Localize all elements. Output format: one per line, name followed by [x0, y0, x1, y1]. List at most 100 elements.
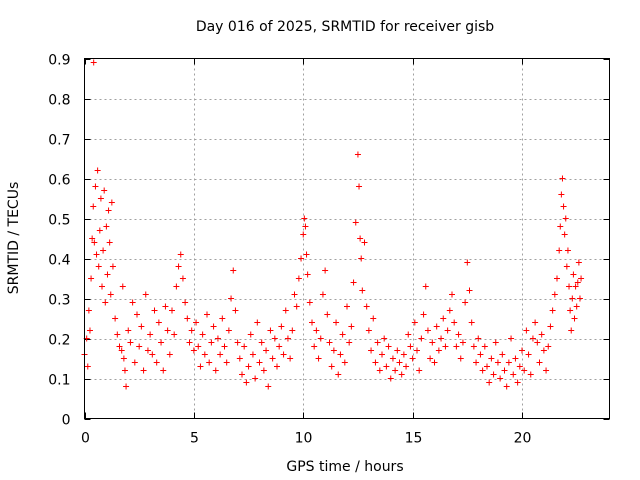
data-point [158, 339, 165, 346]
data-point [105, 207, 112, 214]
data-point [254, 319, 261, 326]
data-point [317, 335, 324, 342]
data-point [118, 347, 125, 354]
data-point [444, 327, 451, 334]
data-point [214, 335, 221, 342]
data-point [372, 359, 379, 366]
data-point [195, 343, 202, 350]
chart-title: Day 016 of 2025, SRMTID for receiver gis… [196, 19, 494, 35]
data-point [164, 327, 171, 334]
data-point [574, 279, 581, 286]
data-point [538, 331, 545, 338]
data-point [468, 319, 475, 326]
data-point [302, 223, 309, 230]
data-point [368, 347, 375, 354]
data-point [225, 327, 232, 334]
x-tick-label: 0 [81, 431, 90, 447]
data-point [92, 183, 99, 190]
data-point [304, 271, 311, 278]
data-point [151, 307, 158, 314]
data-point [96, 227, 103, 234]
data-point [435, 347, 442, 354]
data-point [566, 283, 573, 290]
x-axis-label: GPS time / hours [286, 459, 403, 475]
data-point [521, 367, 528, 374]
data-point [107, 291, 114, 298]
y-tick-label: 0.7 [48, 133, 70, 149]
data-point [481, 343, 488, 350]
data-point [298, 255, 305, 262]
data-point [309, 319, 315, 326]
data-point [306, 299, 313, 306]
data-point [431, 359, 438, 366]
data-point [449, 291, 455, 298]
data-point [400, 351, 407, 358]
data-point [532, 319, 539, 326]
data-point [188, 327, 195, 334]
data-point [114, 331, 121, 338]
data-point [356, 183, 363, 190]
data-point [109, 263, 116, 270]
data-point [350, 279, 357, 286]
data-point [142, 291, 149, 298]
y-axis-label: SRMTID / TECUs [6, 182, 22, 295]
data-point [570, 271, 577, 278]
data-point [370, 315, 377, 322]
data-point [508, 335, 515, 342]
data-point [166, 351, 173, 358]
data-point [534, 339, 541, 346]
data-point [134, 311, 140, 318]
data-point [411, 319, 418, 326]
data-point [239, 371, 245, 378]
data-point [228, 295, 235, 302]
data-point [140, 367, 147, 374]
y-tick-label: 0.2 [48, 333, 70, 349]
y-tick-label: 0.4 [48, 253, 70, 269]
data-point [95, 263, 102, 270]
data-point [451, 319, 458, 326]
data-point [503, 383, 510, 390]
data-point [557, 223, 564, 230]
data-point [289, 327, 296, 334]
data-point [120, 355, 127, 362]
data-point [293, 303, 300, 310]
data-point [484, 363, 490, 370]
data-point [409, 355, 416, 362]
data-point [578, 275, 585, 282]
data-point [171, 331, 178, 338]
data-point [300, 231, 307, 238]
data-point [301, 215, 308, 222]
data-point [190, 347, 197, 354]
data-point [100, 247, 107, 254]
x-tick-label: 20 [514, 431, 532, 447]
data-point [144, 347, 151, 354]
data-point [116, 343, 123, 350]
data-point [129, 299, 136, 306]
data-point [125, 327, 132, 334]
data-point [457, 355, 464, 362]
data-point [571, 315, 578, 322]
data-point [182, 299, 189, 306]
data-point [567, 307, 574, 314]
data-point [512, 355, 519, 362]
data-point [405, 331, 412, 338]
data-point [529, 335, 536, 342]
data-point [256, 359, 263, 366]
data-point [418, 335, 425, 342]
data-point [93, 251, 100, 258]
data-point [119, 283, 126, 290]
data-point [85, 307, 92, 314]
x-tick-label: 10 [295, 431, 313, 447]
data-point [344, 303, 350, 310]
data-point [339, 331, 346, 338]
data-point [153, 359, 160, 366]
data-point [543, 367, 550, 374]
data-point [295, 275, 302, 282]
data-point [492, 339, 499, 346]
data-point [576, 295, 583, 302]
data-point [186, 339, 193, 346]
data-point [147, 331, 154, 338]
data-point [442, 343, 449, 350]
data-point [102, 299, 109, 306]
